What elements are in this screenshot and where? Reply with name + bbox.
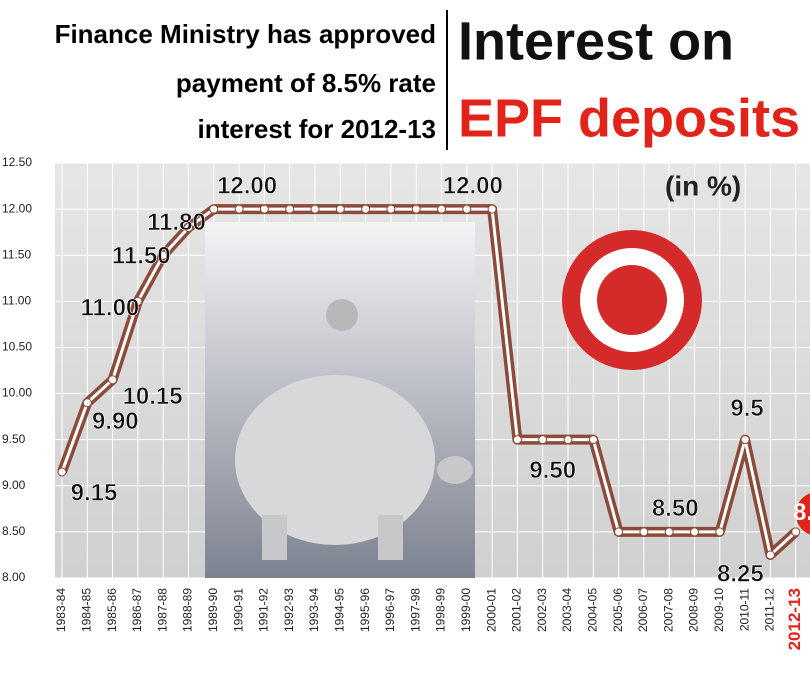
- value-label: 12.00: [217, 172, 277, 199]
- x-tick-label: 1990-91: [231, 588, 245, 632]
- y-tick-label: 11.00: [2, 294, 31, 308]
- subtitle: Finance Ministry has approved: [55, 19, 436, 49]
- x-tick-label: 1994-95: [332, 588, 346, 632]
- x-tick-label: 1984-85: [79, 588, 93, 632]
- x-tick-label: 2004-05: [585, 588, 599, 632]
- point: [411, 204, 421, 214]
- value-label: 12.00: [443, 172, 503, 199]
- point: [158, 250, 168, 260]
- value-label: 9.90: [92, 408, 139, 435]
- x-tick-label: 1999-00: [459, 588, 473, 632]
- y-tick-label: 10.50: [2, 340, 32, 354]
- y-tick-label: 10.00: [2, 386, 32, 400]
- subtitle: interest for 2012-13: [198, 114, 436, 144]
- y-tick-label: 12.00: [2, 201, 32, 215]
- value-label: 8.50: [652, 495, 699, 522]
- x-tick-label: 1995-96: [358, 588, 372, 632]
- point: [512, 435, 522, 445]
- x-tick-label: 2010-11: [737, 588, 751, 631]
- point: [614, 527, 624, 537]
- point: [209, 204, 219, 214]
- point: [639, 527, 649, 537]
- value-label: 8.5: [793, 499, 810, 526]
- point: [791, 527, 801, 537]
- x-tick-label: 1989-90: [206, 588, 220, 632]
- point: [285, 204, 295, 214]
- point: [108, 375, 118, 385]
- point: [437, 204, 446, 214]
- point: [361, 204, 371, 214]
- point: [765, 550, 775, 560]
- x-tick-label: 2012-13: [785, 588, 804, 650]
- y-tick-label: 9.00: [2, 478, 26, 492]
- value-label: 8.25: [717, 560, 764, 587]
- point: [487, 204, 497, 214]
- x-tick-label: 2000-01: [484, 588, 498, 632]
- piggy-leg: [378, 515, 403, 560]
- point: [234, 204, 244, 214]
- y-tick-label: 8.00: [2, 570, 26, 584]
- x-tick-label: 2008-09: [687, 588, 701, 632]
- x-tick-label: 1983-84: [54, 588, 68, 632]
- piggy-bank: [235, 375, 435, 545]
- point: [462, 204, 472, 214]
- x-tick-label: 1991-92: [257, 588, 271, 632]
- logo-center: [597, 265, 667, 335]
- chart-title: Interest on: [458, 11, 734, 71]
- piggy-leg: [262, 515, 287, 560]
- point: [563, 435, 573, 445]
- x-tick-label: 1986-87: [130, 588, 144, 632]
- x-tick-label: 2005-06: [611, 588, 625, 632]
- value-label: 9.50: [529, 457, 576, 484]
- x-tick-label: 2009-10: [712, 588, 726, 632]
- point: [184, 223, 193, 233]
- x-tick-label: 2002-03: [535, 588, 549, 632]
- x-tick-label: 2007-08: [661, 588, 675, 632]
- value-label: 9.15: [71, 479, 118, 506]
- value-label-badge: [795, 493, 810, 535]
- point: [715, 527, 725, 537]
- value-label: 11.00: [81, 295, 140, 322]
- y-tick-label: 12.50: [2, 155, 32, 169]
- x-tick-label: 1988-89: [181, 588, 195, 632]
- point: [335, 204, 345, 214]
- piggy-snout: [437, 456, 473, 484]
- chart-title: EPF deposits: [458, 88, 800, 148]
- value-label: 11.80: [147, 209, 206, 236]
- point: [664, 527, 674, 537]
- point: [133, 296, 143, 306]
- y-tick-label: 9.50: [2, 432, 26, 446]
- point: [588, 435, 598, 445]
- point: [57, 467, 67, 477]
- y-tick-label: 11.50: [2, 247, 31, 261]
- x-tick-label: 2011-12: [763, 588, 777, 631]
- point: [82, 398, 92, 408]
- y-tick-label: 8.50: [2, 524, 26, 538]
- x-tick-label: 1985-86: [105, 588, 119, 632]
- point: [310, 204, 320, 214]
- subtitle: payment of 8.5% rate: [176, 68, 436, 98]
- coin: [326, 299, 358, 331]
- value-label: 11.50: [112, 243, 171, 270]
- point: [538, 435, 548, 445]
- x-tick-label: 2006-07: [636, 588, 650, 632]
- unit-label: (in %): [665, 170, 741, 201]
- x-tick-label: 1992-93: [282, 588, 296, 632]
- x-tick-label: 1997-98: [408, 588, 422, 632]
- value-label: 10.15: [123, 383, 183, 410]
- point: [259, 204, 269, 214]
- x-tick-label: 1998-99: [434, 588, 448, 632]
- point: [740, 435, 750, 445]
- value-label: 9.5: [730, 395, 763, 422]
- x-tick-label: 2003-04: [560, 588, 574, 632]
- x-tick-label: 1996-97: [383, 588, 397, 632]
- x-tick-label: 1993-94: [307, 588, 321, 632]
- point: [690, 527, 699, 537]
- x-tick-label: 2001-02: [510, 588, 524, 632]
- point: [386, 204, 396, 214]
- x-tick-label: 1987-88: [155, 588, 169, 632]
